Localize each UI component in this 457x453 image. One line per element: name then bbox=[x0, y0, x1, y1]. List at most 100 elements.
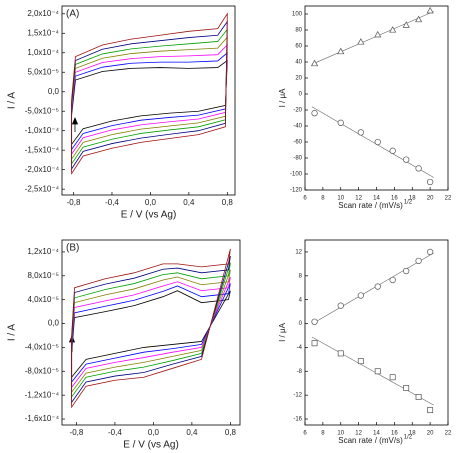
x-tick-label: 12 bbox=[355, 196, 362, 202]
y-tick-label: -120 bbox=[290, 188, 303, 194]
point bbox=[389, 26, 397, 33]
y-tick-label: 4,0x10⁻⁵ bbox=[27, 295, 59, 304]
y-tick-label: -4,0x10⁻⁵ bbox=[25, 343, 59, 352]
point bbox=[311, 340, 318, 347]
x-tick-label: 20 bbox=[427, 431, 434, 437]
x-tick-label: 22 bbox=[445, 431, 452, 437]
panel-label: (B) bbox=[66, 243, 79, 254]
x-tick-label: 8 bbox=[321, 431, 325, 437]
point bbox=[311, 318, 318, 325]
y-tick-label: -4 bbox=[297, 345, 303, 351]
point bbox=[403, 156, 410, 163]
panel-label: (A) bbox=[66, 9, 79, 20]
cv-curve bbox=[71, 248, 231, 409]
point bbox=[426, 6, 434, 14]
y-tick-label: 20 bbox=[295, 76, 302, 82]
point bbox=[403, 385, 410, 391]
x-tick-label: 8 bbox=[321, 196, 325, 202]
cv-curve bbox=[71, 12, 228, 175]
x-tick-label: 16 bbox=[391, 431, 398, 437]
cv-curve bbox=[71, 20, 228, 171]
x-tick-label: 22 bbox=[445, 196, 452, 202]
point bbox=[337, 119, 344, 126]
x-tick-label: 16 bbox=[391, 196, 398, 202]
x-tick-label: -0,8 bbox=[70, 428, 84, 437]
cv-curve bbox=[71, 283, 231, 384]
y-tick-label: -40 bbox=[293, 124, 302, 130]
y-tick-label: -60 bbox=[293, 140, 302, 146]
point bbox=[389, 374, 396, 381]
y-axis-label: I / μA bbox=[278, 322, 287, 342]
x-tick-label: 6 bbox=[303, 196, 307, 202]
x-tick-label: 12 bbox=[355, 431, 362, 437]
cv-curve bbox=[71, 290, 231, 379]
y-tick-label: 1,2x10⁻⁴ bbox=[27, 247, 59, 256]
panel: -0,8 -0,4 0,0 0,4 0,8 -1,6x10⁻⁴ -1,2x10⁻⁴ -8,0x… bbox=[7, 239, 241, 451]
point bbox=[374, 138, 381, 146]
plot-frame bbox=[61, 5, 236, 196]
x-tick-label: -0,8 bbox=[67, 198, 81, 207]
point bbox=[357, 358, 364, 365]
y-tick-label: -1,2x10⁻⁴ bbox=[25, 390, 60, 399]
y-tick-label: 5,0x10⁻⁵ bbox=[27, 67, 59, 76]
y-tick-label: -1,5x10⁻⁴ bbox=[25, 145, 60, 154]
x-tick-label: -0,4 bbox=[108, 428, 122, 437]
x-tick-label: 0,8 bbox=[222, 198, 234, 207]
plot-frame bbox=[304, 239, 449, 426]
x-tick-label: 6 bbox=[303, 431, 307, 437]
x-tick-label: 0,0 bbox=[148, 428, 160, 437]
point bbox=[337, 47, 345, 55]
cv-curve bbox=[71, 255, 231, 404]
point bbox=[357, 38, 365, 45]
point bbox=[415, 394, 422, 400]
y-tick-label: 0,0 bbox=[48, 319, 60, 328]
panel: -0,8 -0,4 0,0 0,4 0,8 -2,5x10⁻⁴ -2,0x10⁻⁴ -1,5x… bbox=[7, 5, 236, 221]
y-tick-label: -100 bbox=[290, 172, 303, 178]
y-tick-label: 60 bbox=[295, 44, 302, 50]
scan-arrow bbox=[71, 116, 79, 132]
point bbox=[426, 248, 434, 256]
point bbox=[357, 292, 365, 299]
point bbox=[337, 350, 344, 357]
point bbox=[426, 178, 434, 186]
y-tick-label: -1,6x10⁻⁴ bbox=[25, 414, 60, 423]
x-tick-label: 14 bbox=[373, 431, 380, 437]
point bbox=[374, 30, 382, 38]
x-axis-label-superscript: 1/2 bbox=[404, 435, 413, 441]
y-axis-label: I / A bbox=[7, 92, 18, 110]
x-tick-label: 14 bbox=[373, 196, 380, 202]
x-tick-label: 0,4 bbox=[183, 198, 195, 207]
point bbox=[357, 129, 365, 136]
y-tick-label: 1,0x10⁻⁴ bbox=[27, 48, 59, 57]
y-tick-label: 100 bbox=[292, 12, 303, 18]
y-tick-label: 4 bbox=[299, 297, 303, 303]
point bbox=[427, 407, 434, 414]
y-tick-label: 0,0 bbox=[48, 87, 60, 96]
x-tick-label: 18 bbox=[409, 431, 416, 437]
x-tick-label: -0,4 bbox=[105, 198, 119, 207]
cv-curve bbox=[71, 269, 231, 394]
cv-curve bbox=[71, 59, 228, 146]
x-tick-label: 0,4 bbox=[186, 428, 198, 437]
y-tick-label: 2,0x10⁻⁴ bbox=[27, 9, 59, 18]
y-tick-label: -16 bbox=[293, 417, 302, 423]
arrow-head bbox=[71, 116, 79, 125]
x-axis-label: E / V (vs Ag) bbox=[123, 440, 179, 451]
y-tick-label: 0 bbox=[299, 92, 303, 98]
y-tick-label: 8,0x10⁻⁵ bbox=[27, 271, 59, 280]
x-tick-label: 10 bbox=[337, 196, 344, 202]
y-tick-label: -5,0x10⁻⁵ bbox=[25, 106, 59, 115]
fit-line bbox=[311, 106, 434, 178]
y-tick-label: 12 bbox=[295, 250, 302, 256]
x-axis-label-superscript: 1/2 bbox=[404, 200, 413, 206]
y-axis-label: I / μA bbox=[278, 88, 287, 108]
point bbox=[374, 368, 381, 375]
fit-line bbox=[311, 336, 434, 406]
y-tick-label: 80 bbox=[295, 28, 302, 34]
point bbox=[310, 59, 319, 67]
point bbox=[415, 15, 423, 23]
y-tick-label: 1,5x10⁻⁴ bbox=[27, 28, 59, 37]
point bbox=[374, 283, 381, 290]
